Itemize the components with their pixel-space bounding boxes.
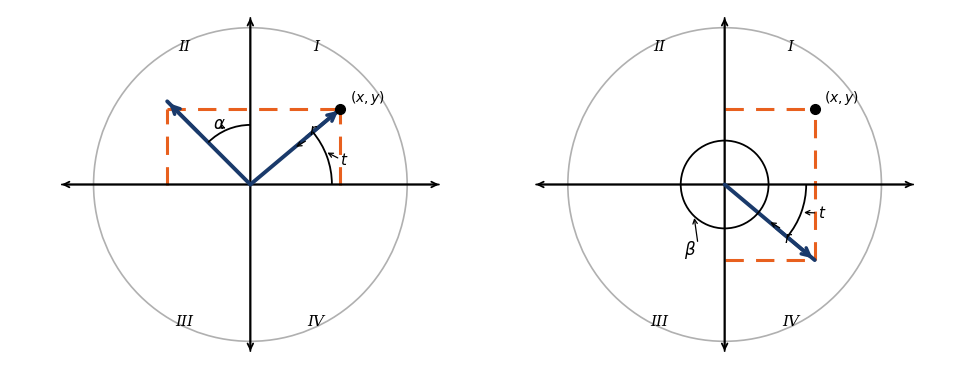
- Text: $r$: $r$: [309, 123, 319, 138]
- Text: $\alpha$: $\alpha$: [214, 115, 226, 132]
- Text: III: III: [649, 315, 668, 330]
- Text: III: III: [176, 315, 193, 330]
- Text: $(x, y)$: $(x, y)$: [350, 89, 385, 107]
- Text: $\beta$: $\beta$: [684, 239, 696, 261]
- Text: $t$: $t$: [340, 152, 349, 168]
- Text: $t$: $t$: [818, 206, 826, 221]
- Text: $r$: $r$: [784, 231, 793, 246]
- Text: I: I: [788, 39, 794, 54]
- Text: II: II: [653, 39, 665, 54]
- Text: I: I: [313, 39, 319, 54]
- Text: II: II: [178, 39, 190, 54]
- Text: $(x, y)$: $(x, y)$: [824, 89, 859, 107]
- Text: IV: IV: [308, 315, 325, 330]
- Text: IV: IV: [782, 315, 799, 330]
